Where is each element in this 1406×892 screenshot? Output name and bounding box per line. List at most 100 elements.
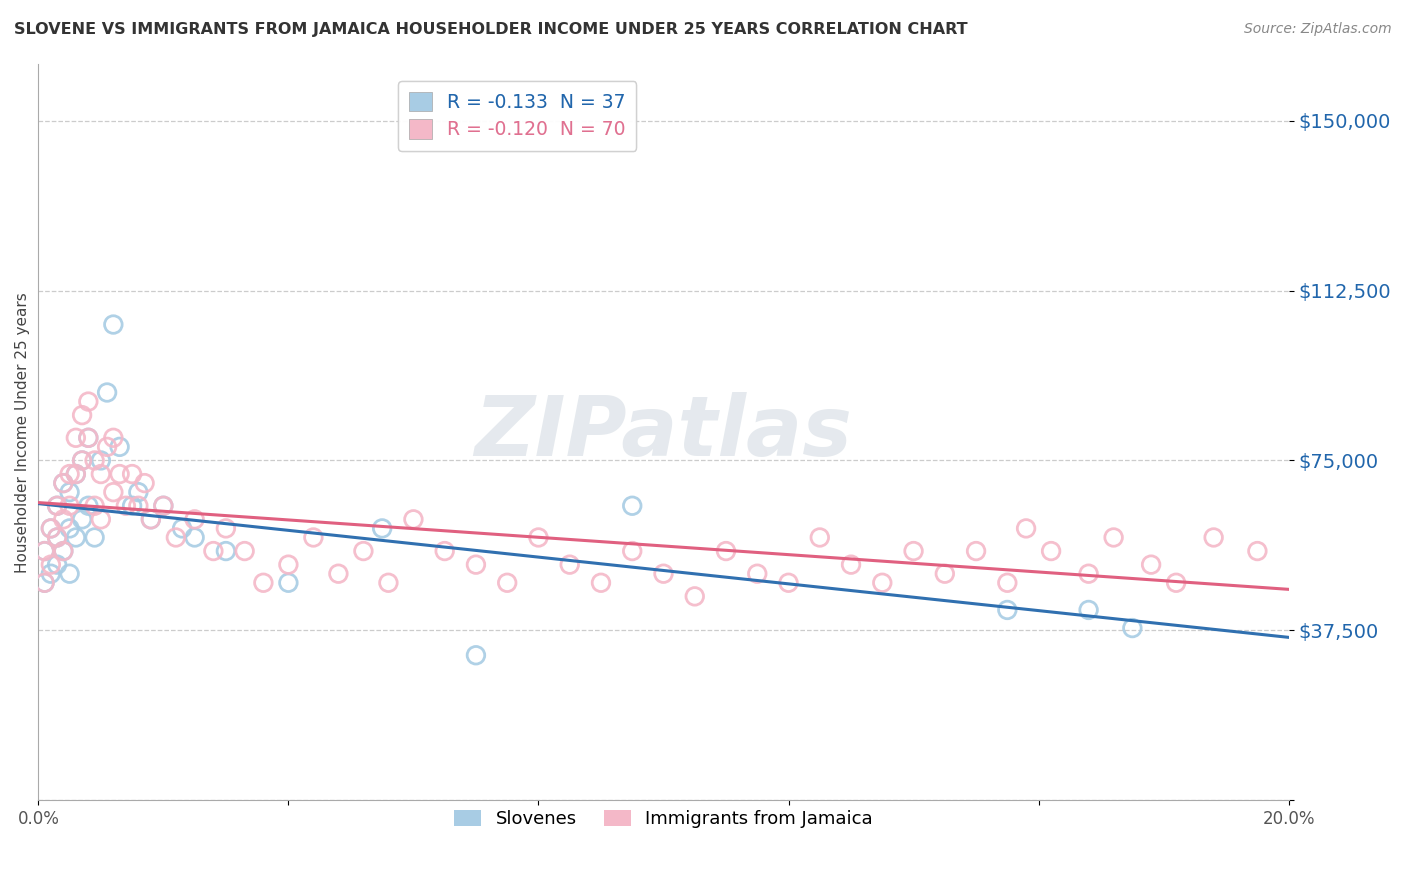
Point: [433, 544, 456, 558]
Point: [83, 453, 105, 467]
Point: [302, 531, 325, 545]
Point: [90, 453, 112, 467]
Point: [127, 485, 149, 500]
Point: [1102, 531, 1125, 545]
Point: [139, 512, 162, 526]
Point: [152, 499, 174, 513]
Point: [589, 575, 612, 590]
Point: [134, 476, 156, 491]
Point: [233, 544, 256, 558]
Point: [39, 521, 62, 535]
Point: [70, 512, 93, 526]
Point: [808, 531, 831, 545]
Text: Source: ZipAtlas.com: Source: ZipAtlas.com: [1244, 22, 1392, 37]
Point: [58, 566, 80, 581]
Point: [215, 521, 238, 535]
Point: [34, 575, 56, 590]
Point: [277, 558, 299, 572]
Point: [103, 431, 125, 445]
Point: [995, 575, 1018, 590]
Point: [58, 485, 80, 500]
Point: [65, 467, 87, 481]
Point: [39, 521, 62, 535]
Point: [52, 476, 75, 491]
Point: [377, 575, 399, 590]
Point: [371, 521, 394, 535]
Point: [465, 558, 488, 572]
Point: [46, 531, 69, 545]
Point: [1040, 544, 1063, 558]
Point: [103, 318, 125, 332]
Point: [108, 467, 131, 481]
Point: [1140, 558, 1163, 572]
Point: [1077, 566, 1099, 581]
Point: [778, 575, 800, 590]
Point: [77, 431, 100, 445]
Point: [96, 385, 118, 400]
Point: [1121, 621, 1143, 635]
Point: [46, 531, 69, 545]
Point: [65, 467, 87, 481]
Point: [127, 499, 149, 513]
Point: [1077, 603, 1099, 617]
Point: [152, 499, 174, 513]
Point: [65, 531, 87, 545]
Point: [252, 575, 274, 590]
Point: [103, 485, 125, 500]
Point: [1202, 531, 1225, 545]
Point: [39, 558, 62, 572]
Point: [90, 512, 112, 526]
Point: [652, 566, 675, 581]
Point: [465, 648, 488, 663]
Point: [139, 512, 162, 526]
Point: [183, 512, 205, 526]
Point: [839, 558, 862, 572]
Point: [995, 603, 1018, 617]
Point: [496, 575, 519, 590]
Point: [121, 499, 143, 513]
Point: [1166, 575, 1188, 590]
Point: [52, 544, 75, 558]
Point: [34, 544, 56, 558]
Point: [202, 544, 225, 558]
Point: [1015, 521, 1038, 535]
Point: [934, 566, 956, 581]
Point: [872, 575, 894, 590]
Point: [58, 499, 80, 513]
Point: [215, 544, 238, 558]
Legend: Slovenes, Immigrants from Jamaica: Slovenes, Immigrants from Jamaica: [447, 803, 880, 836]
Point: [83, 531, 105, 545]
Point: [621, 499, 644, 513]
Point: [34, 575, 56, 590]
Point: [903, 544, 925, 558]
Point: [34, 544, 56, 558]
Point: [46, 499, 69, 513]
Point: [90, 467, 112, 481]
Point: [96, 440, 118, 454]
Point: [70, 408, 93, 422]
Point: [70, 453, 93, 467]
Y-axis label: Householder Income Under 25 years: Householder Income Under 25 years: [15, 292, 30, 573]
Point: [402, 512, 425, 526]
Point: [70, 453, 93, 467]
Point: [714, 544, 737, 558]
Point: [65, 431, 87, 445]
Point: [115, 499, 138, 513]
Point: [1246, 544, 1268, 558]
Point: [621, 544, 644, 558]
Point: [52, 512, 75, 526]
Point: [121, 467, 143, 481]
Point: [52, 544, 75, 558]
Point: [108, 440, 131, 454]
Point: [46, 558, 69, 572]
Point: [277, 575, 299, 590]
Point: [77, 394, 100, 409]
Text: SLOVENE VS IMMIGRANTS FROM JAMAICA HOUSEHOLDER INCOME UNDER 25 YEARS CORRELATION: SLOVENE VS IMMIGRANTS FROM JAMAICA HOUSE…: [14, 22, 967, 37]
Point: [165, 531, 187, 545]
Point: [352, 544, 374, 558]
Point: [52, 476, 75, 491]
Point: [83, 499, 105, 513]
Point: [527, 531, 550, 545]
Point: [77, 431, 100, 445]
Point: [183, 531, 205, 545]
